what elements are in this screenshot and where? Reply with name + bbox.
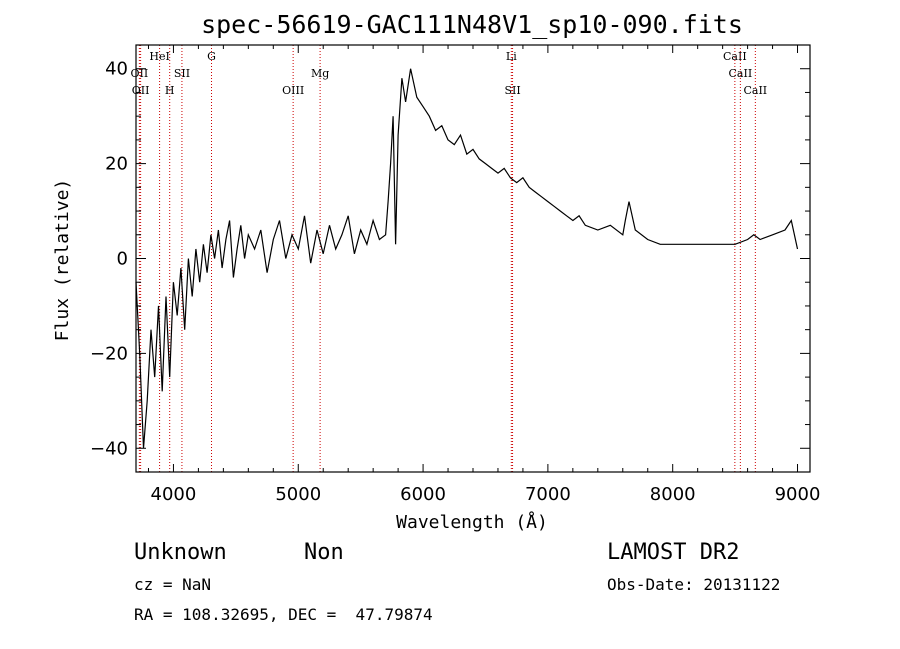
x-tick-label: 5000 — [275, 484, 321, 505]
chart-title: spec-56619-GAC111N48V1_sp10-090.fits — [201, 10, 743, 39]
emission-line-label: Mg — [311, 67, 329, 80]
x-tick-label: 4000 — [151, 484, 197, 505]
emission-line-label: H — [165, 84, 175, 97]
emission-line-label: OII — [131, 67, 149, 80]
x-tick-label: 7000 — [525, 484, 571, 505]
x-axis-ticks: 4000 5000 6000 7000 8000 9000 — [147, 45, 821, 505]
emission-line-label: OIII — [282, 84, 304, 97]
plot-frame — [135, 44, 811, 473]
y-tick-label: 20 — [105, 154, 128, 175]
object-subclass: Non — [304, 540, 344, 565]
emission-line-label: HeI — [149, 50, 169, 63]
x-axis-label: Wavelength (Å) — [396, 511, 548, 533]
x-tick-label: 8000 — [650, 484, 696, 505]
emission-line-label: CaII — [743, 84, 767, 97]
x-tick-label: 9000 — [775, 484, 821, 505]
obs-date: Obs-Date: 20131122 — [607, 575, 781, 594]
y-axis-label: Flux (relative) — [52, 179, 73, 342]
redshift-value: cz = NaN — [134, 575, 212, 594]
emission-line-label: Li — [506, 50, 517, 63]
y-axis-ticks: −40 −20 0 20 40 — [90, 59, 810, 459]
survey-name: LAMOST DR2 — [607, 540, 740, 565]
object-class: Unknown — [134, 540, 227, 565]
emission-line-label: SII — [504, 84, 520, 97]
emission-line-label: OII — [132, 84, 150, 97]
coordinates: RA = 108.32695, DEC = 47.79874 — [134, 605, 433, 624]
emission-line-label: G — [207, 50, 216, 63]
x-tick-label: 6000 — [400, 484, 446, 505]
y-tick-label: 0 — [117, 249, 128, 270]
y-tick-label: −20 — [90, 343, 128, 364]
y-tick-label: 40 — [105, 59, 128, 80]
y-tick-label: −40 — [90, 438, 128, 459]
spectrum-series — [135, 68, 799, 449]
emission-line-label: CaII — [723, 50, 747, 63]
emission-line-label: SII — [174, 67, 190, 80]
emission-line-label: CaII — [729, 67, 753, 80]
